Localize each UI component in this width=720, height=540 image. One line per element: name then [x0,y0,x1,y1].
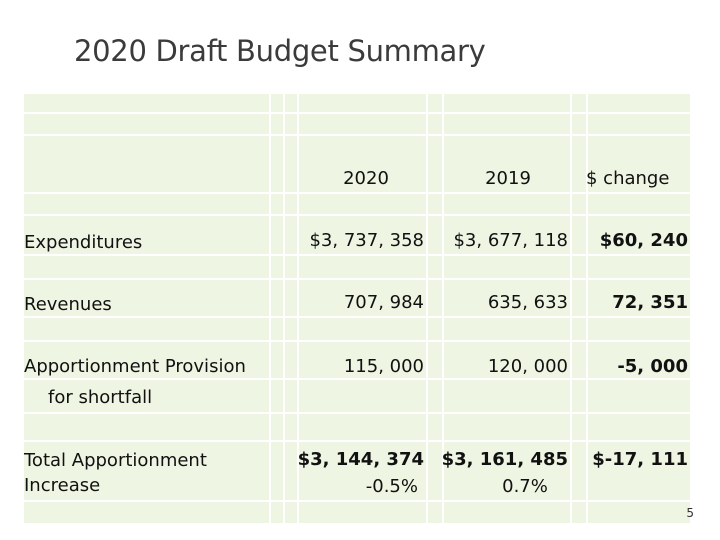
col-divider [269,94,271,523]
header-2020: 2020 [343,168,389,189]
row-divider [24,254,690,256]
row-label-apportionment-provision-line2: for shortfall [48,387,153,408]
page-title: 2020 Draft Budget Summary [74,34,486,68]
total-apportionment-change: $-17, 111 [592,449,688,470]
row-divider [24,440,690,442]
row-divider [24,412,690,414]
revenues-change: 72, 351 [612,292,688,313]
row-divider [24,316,690,318]
expenditures-2020: $3, 737, 358 [309,230,424,251]
col-divider [283,94,285,523]
row-label-total-apportionment: Total Apportionment [24,450,207,471]
row-divider [24,378,690,380]
page-number: 5 [686,506,694,520]
apportionment-provision-2020: 115, 000 [343,356,424,377]
expenditures-change: $60, 240 [599,230,688,251]
col-divider [570,94,572,523]
row-divider [24,340,690,342]
col-divider [586,94,588,523]
row-label-revenues: Revenues [24,294,112,315]
header-2019: 2019 [485,168,531,189]
row-divider [24,278,690,280]
apportionment-provision-change: -5, 000 [617,356,688,377]
revenues-2019: 635, 633 [487,292,568,313]
col-divider [442,94,444,523]
expenditures-2019: $3, 677, 118 [453,230,568,251]
total-apportionment-2019: $3, 161, 485 [441,449,568,470]
col-divider [426,94,428,523]
row-label-expenditures: Expenditures [24,232,143,253]
col-divider [297,94,299,523]
header-change: $ change [586,168,670,189]
row-divider [24,214,690,216]
total-apportionment-2019-pct: 0.7% [502,476,548,497]
apportionment-provision-2019: 120, 000 [487,356,568,377]
total-apportionment-2020-pct: -0.5% [365,476,418,497]
row-divider [24,112,690,114]
row-label-total-apportionment-line2: Increase [24,475,101,496]
row-divider [24,500,690,502]
row-label-apportionment-provision: Apportionment Provision [24,356,246,377]
budget-table [24,94,690,523]
row-divider [24,134,690,136]
row-divider [24,192,690,194]
revenues-2020: 707, 984 [343,292,424,313]
total-apportionment-2020: $3, 144, 374 [297,449,424,470]
